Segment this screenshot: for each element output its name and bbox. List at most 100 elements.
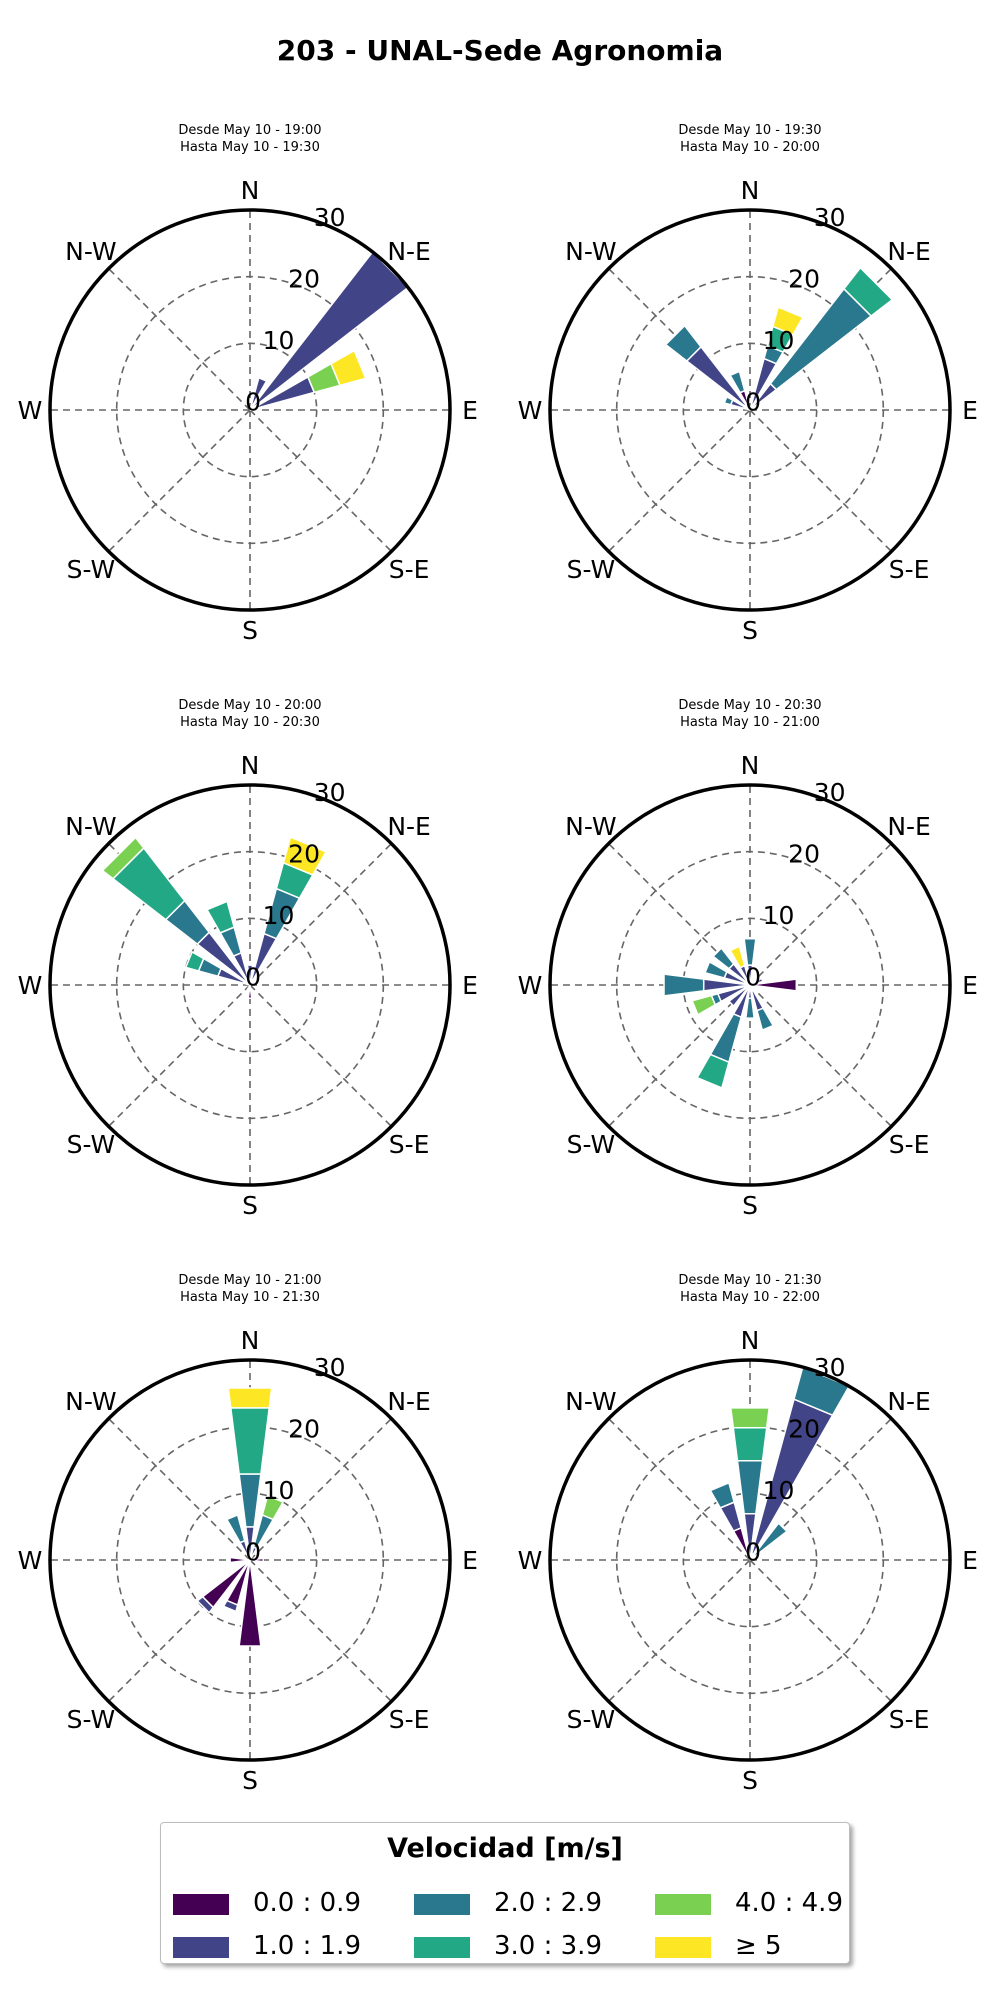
direction-label: S-W (567, 1130, 616, 1159)
radial-grid-circle (182, 917, 318, 1053)
windrose-bar (754, 977, 764, 985)
subtitle-desde: Desde May 10 - 20:30 (678, 698, 822, 713)
windrose-bar (756, 1007, 775, 1032)
radial-tick-label: 0 (245, 1538, 261, 1567)
radial-gridline (749, 1559, 892, 1702)
windrose-panel-3: Desde May 10 - 20:00 Hasta May 10 - 20:3… (0, 575, 500, 1215)
legend-label: 0.0 : 0.9 (253, 1888, 361, 1918)
direction-label: E (462, 1546, 478, 1575)
direction-label: S (242, 1766, 258, 1790)
legend-swatch (655, 1894, 711, 1915)
windrose-bar (249, 408, 258, 412)
legend-label: 4.0 : 4.9 (735, 1888, 843, 1918)
legend-title: Velocidad [m/s] (387, 1833, 623, 1864)
radial-tick-label: 30 (814, 203, 846, 232)
windrose-bar (842, 266, 894, 318)
direction-label: S-E (389, 1130, 430, 1159)
direction-label: N-E (887, 1387, 931, 1416)
radial-tick-label: 0 (745, 963, 761, 992)
direction-label: S-W (567, 555, 616, 584)
windrose-bar (709, 1481, 736, 1509)
direction-label: N-E (387, 237, 431, 266)
subtitle-desde: Desde May 10 - 21:30 (678, 1273, 822, 1288)
direction-label: S-E (389, 1705, 430, 1734)
radial-tick-label: 0 (745, 388, 761, 417)
direction-label: N-E (887, 812, 931, 841)
radial-gridline (108, 1559, 251, 1702)
windrose-plot: 0 10 20 30 N N-E E S-E S S-W W N-W (18, 1326, 478, 1790)
direction-label: S-E (389, 555, 430, 584)
windrose-plot: 0 10 20 30 N N-E E S-E S S-W W N-W (18, 176, 478, 640)
radial-grid-circle (615, 275, 885, 545)
direction-label: S-W (67, 555, 116, 584)
direction-label: S (242, 616, 258, 640)
direction-label: N (241, 176, 260, 205)
windrose-bar (727, 984, 751, 1008)
windrose-plot: 0 10 20 30 N N-E E S-E S S-W W N-W (518, 751, 978, 1215)
windrose-bar (249, 1557, 264, 1563)
direction-label: W (518, 396, 543, 425)
windrose-panel-6: Desde May 10 - 21:30 Hasta May 10 - 22:0… (500, 1150, 1000, 1790)
radial-gridline (749, 1418, 892, 1561)
radial-gridline (749, 409, 892, 552)
subtitle-desde: Desde May 10 - 19:30 (678, 123, 822, 138)
radial-tick-label: 30 (814, 778, 846, 807)
direction-label: S-E (889, 555, 930, 584)
subtitle-desde: Desde May 10 - 19:00 (178, 123, 322, 138)
windrose-bar (247, 984, 253, 999)
radial-tick-label: 0 (745, 1538, 761, 1567)
panel-subtitle: Desde May 10 - 21:00 Hasta May 10 - 21:3… (0, 1272, 500, 1306)
windrose-bar (723, 395, 734, 406)
panel-subtitle: Desde May 10 - 19:30 Hasta May 10 - 20:0… (500, 122, 1000, 156)
windrose-bar (205, 900, 236, 934)
direction-label: S (742, 1766, 758, 1790)
legend-label: 2.0 : 2.9 (494, 1888, 602, 1918)
windrose-bar (330, 349, 367, 387)
radial-gridline (608, 1559, 751, 1702)
windrose-bar (743, 937, 757, 966)
direction-label: S (242, 1191, 258, 1215)
radial-gridline (249, 409, 392, 552)
radial-tick-label: 0 (245, 388, 261, 417)
legend-label: 1.0 : 1.9 (253, 1931, 361, 1961)
legend-swatch (414, 1937, 470, 1958)
radial-gridline (108, 409, 251, 552)
windrose-plot: 0 10 20 30 N N-E E S-E S S-W W N-W (518, 176, 978, 640)
panel-subtitle: Desde May 10 - 20:30 Hasta May 10 - 21:0… (500, 697, 1000, 731)
subtitle-desde: Desde May 10 - 21:00 (178, 1273, 322, 1288)
windrose-bar (249, 978, 257, 986)
windrose-bar (249, 376, 268, 411)
windrose-panel-2: Desde May 10 - 19:30 Hasta May 10 - 20:0… (500, 0, 1000, 640)
direction-label: W (18, 1546, 43, 1575)
windrose-bar (238, 1473, 262, 1528)
subtitle-hasta: Hasta May 10 - 20:00 (680, 140, 820, 155)
direction-label: N-W (565, 1387, 616, 1416)
direction-label: W (18, 971, 43, 1000)
subtitle-hasta: Hasta May 10 - 21:00 (680, 715, 820, 730)
legend-swatch (173, 1894, 229, 1915)
radial-tick-label: 20 (788, 1414, 820, 1443)
plot-outline (48, 1358, 452, 1762)
subtitle-hasta: Hasta May 10 - 21:30 (180, 1290, 320, 1305)
windrose-bar (709, 1013, 743, 1064)
direction-label: N (741, 1326, 760, 1355)
windrose-bar (229, 1407, 271, 1475)
radial-tick-label: 30 (314, 203, 346, 232)
legend: Velocidad [m/s] 0.0 : 0.9 1.0 : 1.9 2.0 … (160, 1822, 850, 1964)
radial-gridline (108, 268, 251, 411)
subtitle-hasta: Hasta May 10 - 20:30 (180, 715, 320, 730)
legend-label: 3.0 : 3.9 (494, 1931, 602, 1961)
radial-gridline (108, 1418, 251, 1561)
direction-label: W (518, 971, 543, 1000)
legend-label: ≥ 5 (735, 1931, 782, 1961)
radial-gridline (608, 1418, 751, 1561)
legend-swatch (173, 1937, 229, 1958)
windrose-bar (229, 1556, 251, 1564)
radial-gridline (749, 843, 892, 986)
windrose-panel-4: Desde May 10 - 20:30 Hasta May 10 - 21:0… (500, 575, 1000, 1215)
radial-tick-label: 0 (245, 963, 261, 992)
windrose-bar (246, 964, 254, 986)
radial-tick-label: 10 (263, 326, 295, 355)
direction-label: N (741, 751, 760, 780)
plot-outline (48, 783, 452, 1187)
